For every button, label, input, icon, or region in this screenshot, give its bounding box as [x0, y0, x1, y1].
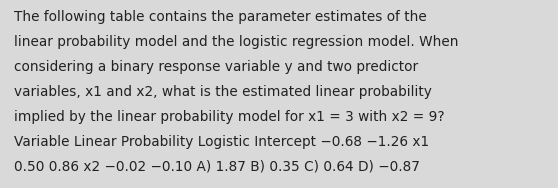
- Text: implied by the linear probability model for x1 = 3 with x2 = 9?: implied by the linear probability model …: [14, 110, 445, 124]
- Text: Variable Linear Probability Logistic Intercept −0.68 −1.26 x1: Variable Linear Probability Logistic Int…: [14, 135, 429, 149]
- Text: 0.50 0.86 x2 −0.02 −0.10 A) 1.87 B) 0.35 C) 0.64 D) −0.87: 0.50 0.86 x2 −0.02 −0.10 A) 1.87 B) 0.35…: [14, 160, 420, 174]
- Text: linear probability model and the logistic regression model. When: linear probability model and the logisti…: [14, 35, 459, 49]
- Text: variables, x1 and x2, what is the estimated linear probability: variables, x1 and x2, what is the estima…: [14, 85, 432, 99]
- Text: The following table contains the parameter estimates of the: The following table contains the paramet…: [14, 10, 427, 24]
- Text: considering a binary response variable y and two predictor: considering a binary response variable y…: [14, 60, 418, 74]
